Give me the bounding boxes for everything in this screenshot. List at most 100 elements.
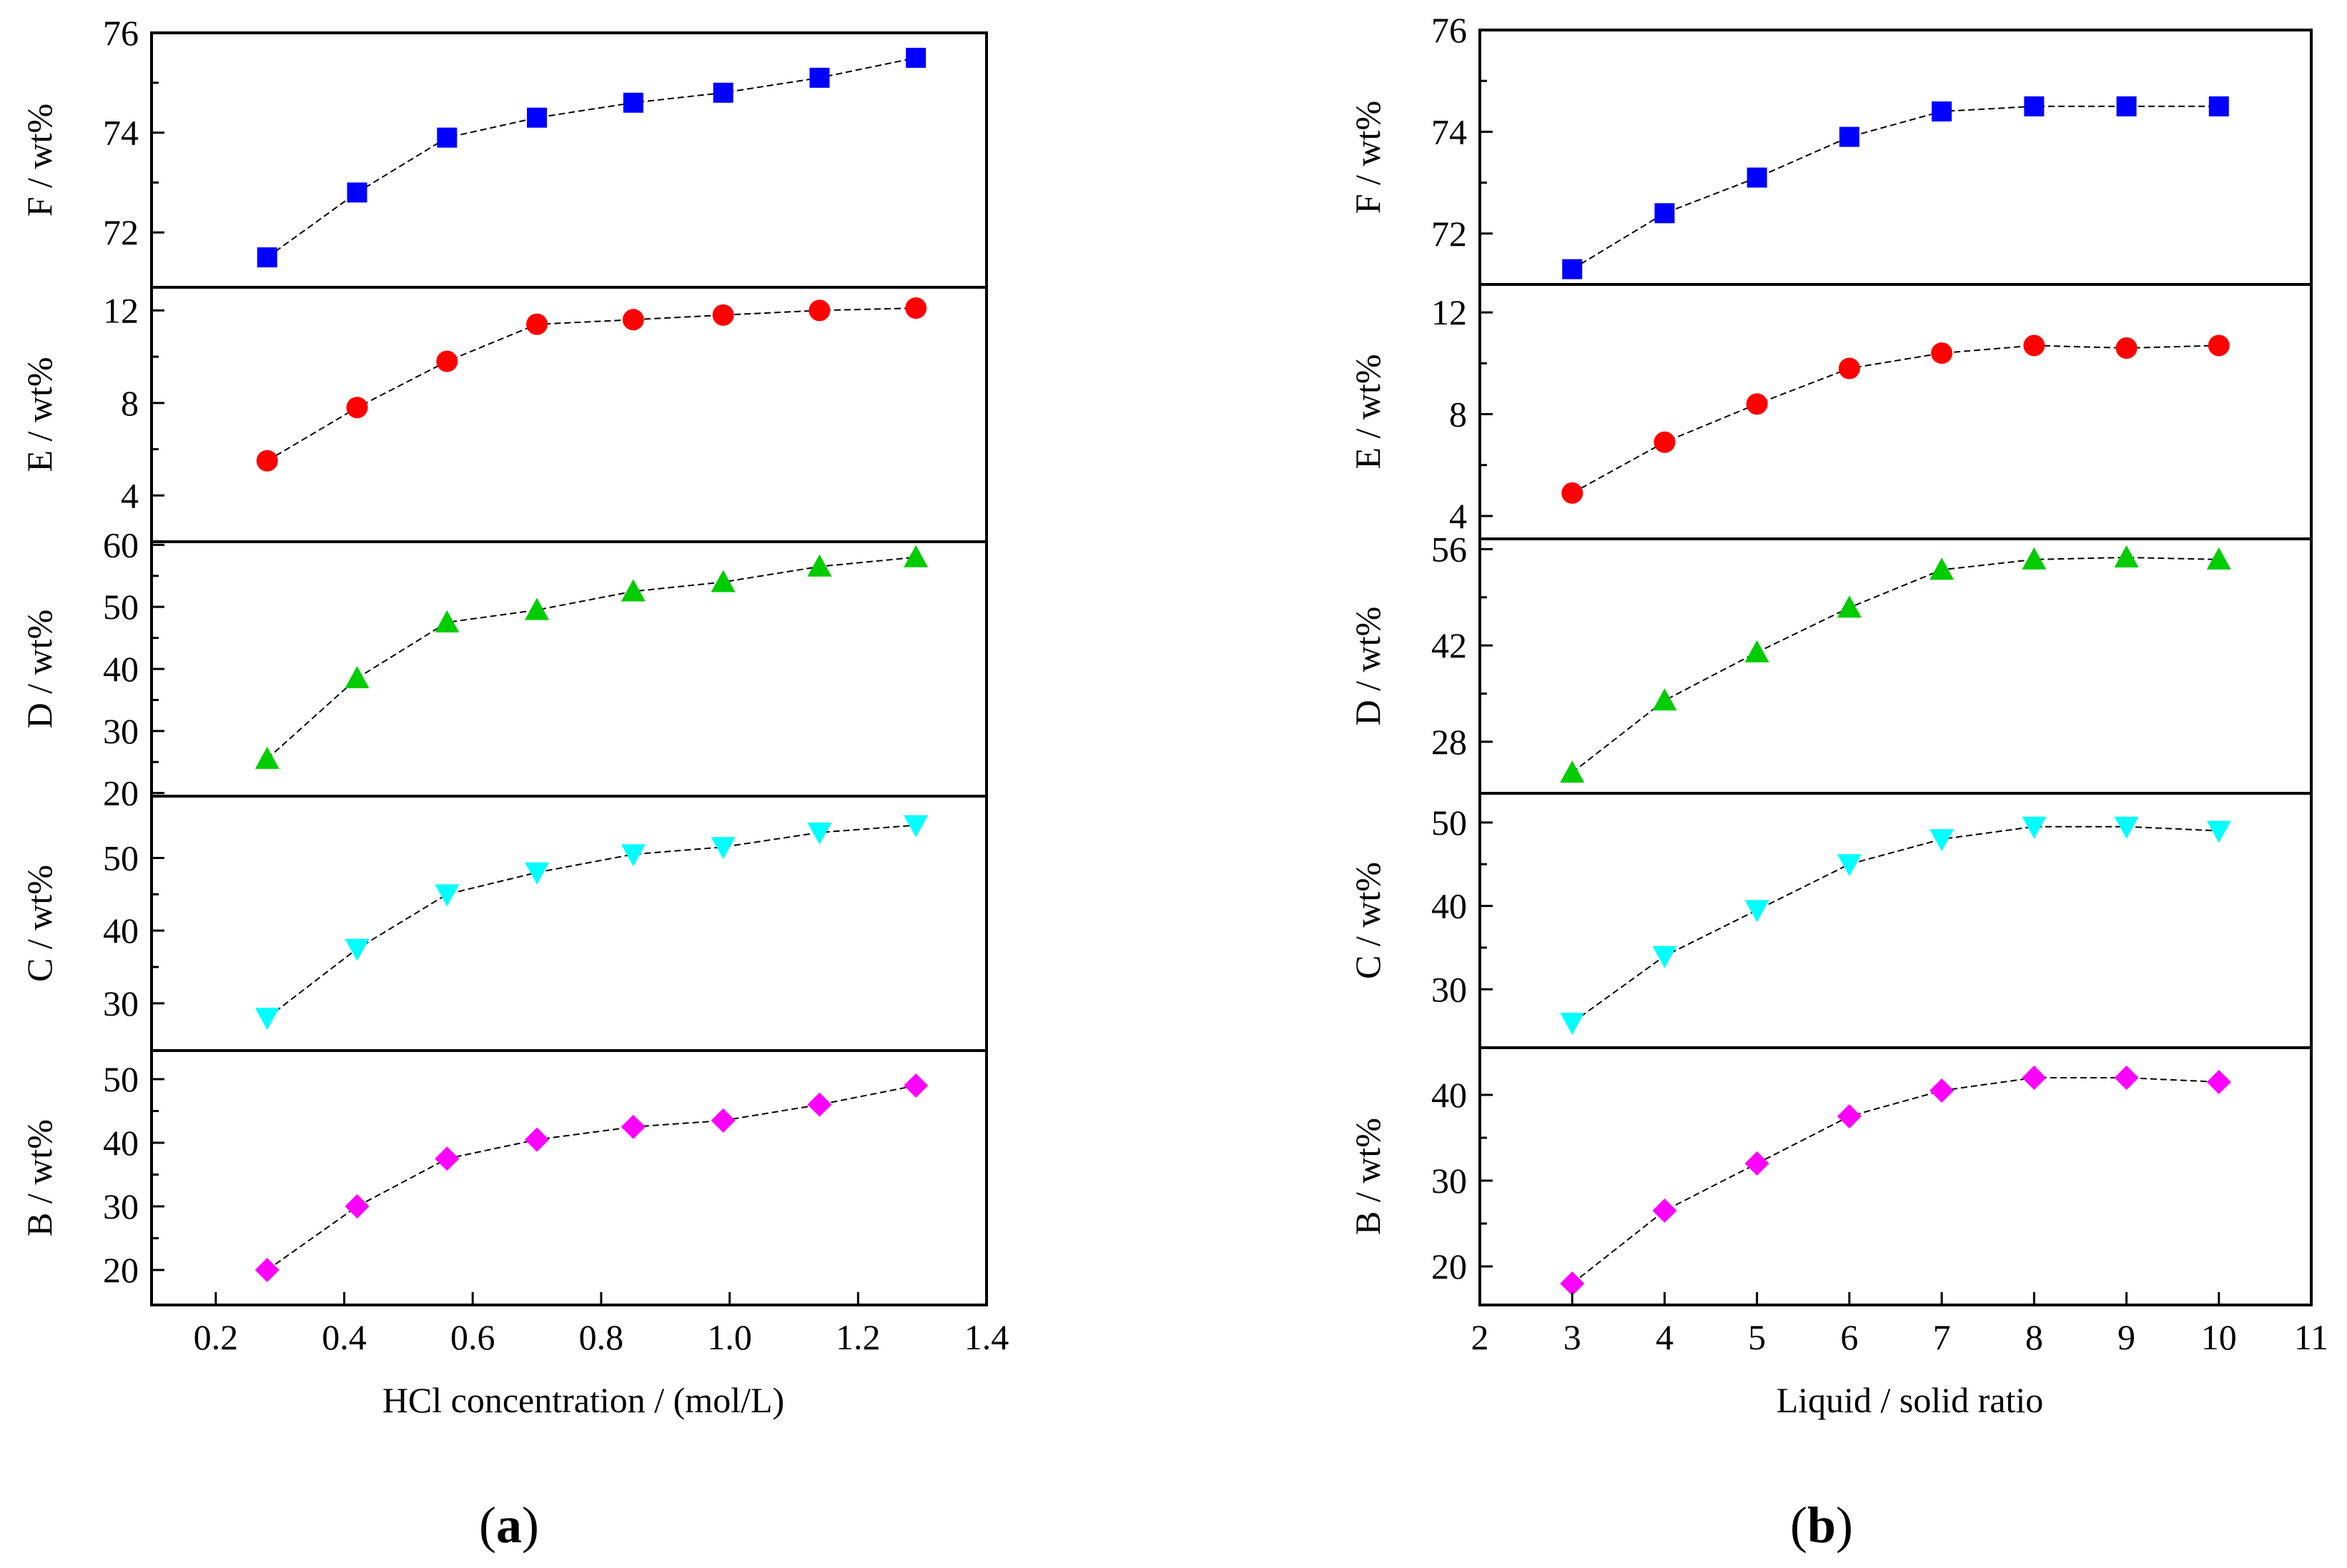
data-point-D: [2022, 547, 2047, 570]
data-point-C: [525, 862, 550, 885]
data-point-C: [621, 844, 646, 867]
data-point-B: [435, 1146, 460, 1171]
data-point-F: [623, 92, 643, 113]
data-point-B: [1560, 1271, 1585, 1296]
data-point-F: [1654, 203, 1675, 224]
data-point-E: [436, 350, 458, 372]
data-point-E: [1746, 393, 1768, 415]
y-tick-label: 42: [1431, 625, 1467, 665]
x-axis-title: HCl concentration / (mol/L): [382, 1380, 784, 1420]
data-point-E: [622, 309, 644, 331]
data-point-B: [1930, 1078, 1955, 1103]
data-point-B: [1744, 1151, 1769, 1176]
data-point-D: [255, 746, 280, 769]
x-tick-label: 7: [1933, 1317, 1951, 1357]
subplot-a-E: 4 8 12 E / wt%: [19, 286, 988, 543]
subplot-a-F: 72 74 76 F / wt%: [19, 13, 988, 289]
data-point-D: [1930, 557, 1955, 580]
y-tick-label: 30: [103, 983, 139, 1023]
y-tick-label: 50: [103, 838, 139, 878]
y-tick-label: 40: [103, 649, 139, 689]
y-tick-label: 50: [103, 1059, 139, 1099]
x-tick-label: 4: [1656, 1317, 1674, 1357]
x-tick-label: 1.4: [964, 1317, 1009, 1357]
y-axis-title: D / wt%: [19, 610, 59, 729]
y-axis-title: F / wt%: [19, 104, 59, 217]
y-tick-label: 8: [121, 383, 139, 423]
plot-frame: [1478, 283, 2313, 540]
data-point-E: [905, 297, 927, 319]
data-point-F: [1839, 126, 1859, 147]
data-point-B: [621, 1114, 646, 1139]
x-tick-label: 0.6: [450, 1317, 495, 1357]
data-point-F: [437, 127, 458, 148]
data-point-D: [621, 579, 646, 602]
data-point-C: [807, 822, 832, 845]
data-point-C: [2022, 816, 2047, 839]
data-point-B: [1652, 1199, 1677, 1223]
x-tick-label: 8: [2025, 1317, 2043, 1357]
series-line-D: [1571, 556, 2219, 773]
data-point-C: [2206, 820, 2231, 843]
y-axis-title: E / wt%: [19, 357, 59, 472]
plot-frame: [1478, 537, 2313, 795]
plot-frame: [1478, 792, 2313, 1049]
plot-frame: [150, 1049, 988, 1306]
plot-frame: [1478, 29, 2313, 286]
y-axis-title: D / wt%: [1348, 607, 1388, 726]
data-point-E: [712, 304, 734, 326]
y-tick-label: 4: [1449, 496, 1467, 536]
y-tick-label: 30: [103, 1186, 139, 1226]
y-tick-label: 40: [103, 1123, 139, 1163]
data-point-F: [809, 67, 830, 88]
data-point-D: [435, 610, 460, 632]
y-tick-label: 20: [1431, 1246, 1467, 1286]
x-tick-label: 9: [2118, 1317, 2135, 1357]
data-point-D: [904, 545, 929, 567]
y-tick-label: 50: [103, 587, 139, 627]
data-point-D: [1652, 688, 1677, 711]
y-tick-label: 30: [103, 711, 139, 751]
plot-frame: [1478, 1046, 2313, 1306]
y-tick-label: 50: [1431, 803, 1467, 843]
data-point-C: [255, 1008, 280, 1031]
y-tick-label: 12: [103, 290, 139, 330]
data-point-F: [1932, 101, 1952, 121]
data-point-D: [2114, 545, 2139, 567]
y-tick-label: 40: [1431, 1075, 1467, 1115]
data-point-C: [1652, 946, 1677, 968]
data-point-E: [1654, 431, 1676, 453]
data-point-D: [345, 666, 370, 689]
data-point-B: [711, 1108, 736, 1133]
y-tick-label: 56: [1431, 529, 1467, 569]
x-axis-title: Liquid / solid ratio: [1777, 1380, 2044, 1420]
data-point-F: [1562, 259, 1583, 279]
data-point-C: [904, 815, 929, 838]
subplot-b-C: 30 40 50 C / wt%: [1348, 792, 2313, 1049]
data-point-E: [526, 313, 548, 335]
x-tick-label: 6: [1840, 1317, 1858, 1357]
data-point-F: [1746, 167, 1767, 188]
chart-panel-a: 72 74 76 F / wt% 4 8 12 E / wt% 20 30 40 50 60 D / wt…: [19, 13, 1009, 1420]
y-axis-title: F / wt%: [1348, 101, 1388, 214]
y-axis-title: C / wt%: [19, 865, 59, 982]
data-point-F: [257, 247, 277, 268]
y-tick-label: 72: [1431, 214, 1467, 254]
y-axis-title: B / wt%: [1348, 1118, 1388, 1235]
x-tick-label: 0.8: [579, 1317, 624, 1357]
y-tick-label: 20: [103, 773, 139, 813]
data-point-B: [2206, 1070, 2231, 1094]
series-line-D: [267, 556, 916, 760]
x-tick-label: 11: [2294, 1317, 2328, 1357]
series-line-C: [267, 824, 916, 1019]
data-point-F: [2116, 96, 2137, 116]
x-tick-label: 2: [1471, 1317, 1489, 1357]
subplot-b-B: 20 30 40 B / wt%: [1348, 1046, 2313, 1306]
data-point-E: [2023, 334, 2045, 357]
series-line-B: [1571, 1077, 2219, 1284]
data-point-B: [255, 1258, 280, 1283]
y-tick-label: 30: [1431, 1161, 1467, 1201]
y-axis-title: E / wt%: [1348, 354, 1388, 469]
data-point-B: [2022, 1066, 2047, 1090]
